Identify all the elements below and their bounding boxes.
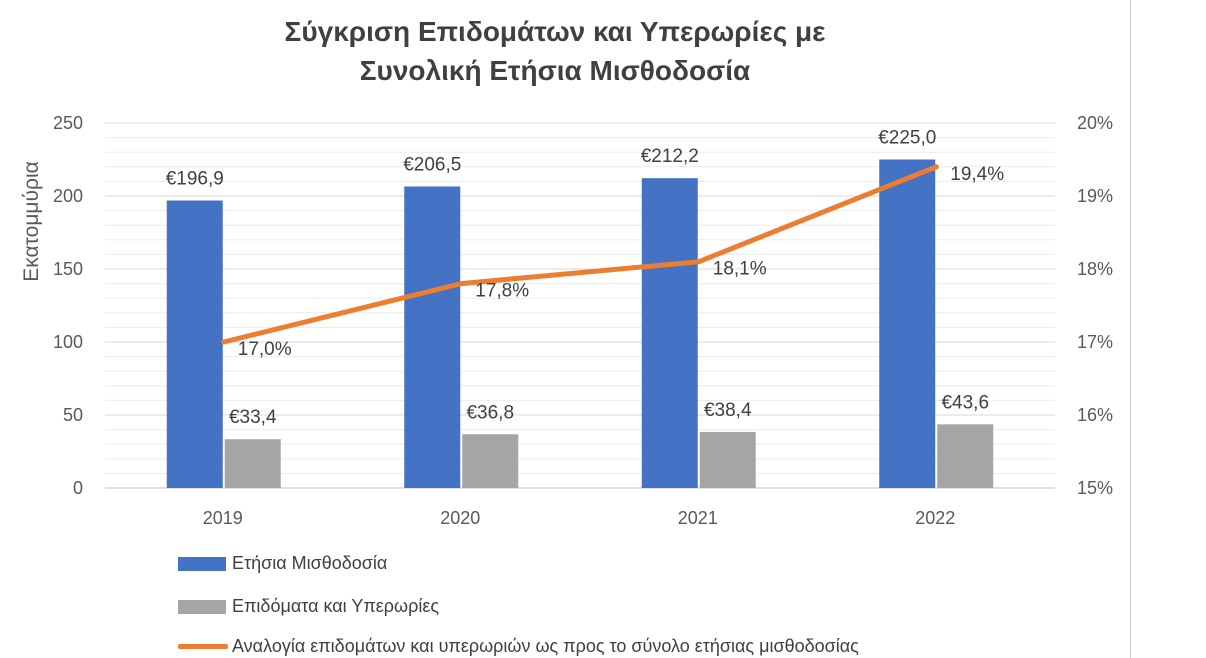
legend-item-payroll: Ετήσια Μισθοδοσία — [178, 553, 387, 574]
bar-allowances — [224, 439, 281, 488]
chart-title: Σύγκριση Επιδομάτων και Υπερωρίες με Συν… — [0, 12, 1110, 90]
legend-swatch-ratio — [178, 644, 228, 649]
y2-tick-label: 15% — [1077, 478, 1113, 498]
bar-payroll — [404, 186, 461, 488]
data-label-ratio: 17,0% — [238, 339, 292, 360]
bar-payroll — [879, 159, 936, 488]
y2-tick-label: 16% — [1077, 405, 1113, 425]
chart-title-line-2: Συνολική Ετήσια Μισθοδοσία — [359, 55, 751, 86]
data-label-allowances: €36,8 — [466, 402, 514, 423]
legend-swatch-allowances — [178, 599, 226, 614]
legend-label-ratio: Αναλογία επιδομάτων και υπερωριών ως προ… — [232, 636, 859, 656]
bar-allowances — [699, 431, 756, 488]
data-label-allowances: €43,6 — [941, 392, 989, 413]
legend-label-allowances: Επιδόματα και Υπερωρίες — [232, 596, 440, 616]
x-tick-label: 2019 — [203, 508, 243, 528]
line-ratio — [221, 164, 939, 345]
bar-allowances — [937, 424, 994, 488]
data-label-ratio: 17,8% — [475, 281, 529, 302]
line-point-ratio — [696, 259, 702, 265]
y-axis-title: Εκατομμύρια — [20, 161, 43, 282]
data-label-ratio: 18,1% — [713, 259, 767, 280]
data-label-payroll: €206,5 — [403, 155, 461, 176]
bar-allowances — [462, 434, 519, 488]
chart-title-line-1: Σύγκριση Επιδομάτων και Υπερωρίες με — [284, 16, 826, 47]
line-point-ratio — [221, 339, 227, 345]
y-tick-label: 250 — [53, 113, 83, 133]
window-divider — [1130, 0, 1131, 658]
x-tick-label: 2021 — [678, 508, 718, 528]
x-tick-label: 2022 — [915, 508, 955, 528]
data-label-payroll: €225,0 — [878, 128, 936, 149]
bar-payroll — [641, 178, 698, 489]
x-tick-label: 2020 — [440, 508, 480, 528]
y-tick-label: 50 — [63, 405, 83, 425]
y-tick-label: 100 — [53, 332, 83, 352]
y2-tick-label: 20% — [1077, 113, 1113, 133]
data-label-allowances: €33,4 — [229, 407, 277, 428]
legend-item-ratio: Αναλογία επιδομάτων και υπερωριών ως προ… — [178, 636, 859, 657]
y2-tick-label: 19% — [1077, 186, 1113, 206]
data-label-allowances: €38,4 — [704, 400, 752, 421]
legend-label-payroll: Ετήσια Μισθοδοσία — [232, 553, 388, 573]
bar-payroll — [166, 200, 223, 488]
y2-tick-label: 18% — [1077, 259, 1113, 279]
y-tick-label: 150 — [53, 259, 83, 279]
data-label-payroll: €196,9 — [166, 169, 224, 190]
y-tick-label: 200 — [53, 186, 83, 206]
line-point-ratio — [458, 281, 464, 287]
data-label-ratio: 19,4% — [950, 164, 1004, 185]
legend-item-allowances: Επιδόματα και Υπερωρίες — [178, 596, 439, 617]
data-label-payroll: €212,2 — [641, 146, 699, 167]
line-point-ratio — [933, 164, 939, 170]
legend-swatch-payroll — [178, 556, 226, 571]
y-tick-label: 0 — [73, 478, 83, 498]
y2-tick-label: 17% — [1077, 332, 1113, 352]
